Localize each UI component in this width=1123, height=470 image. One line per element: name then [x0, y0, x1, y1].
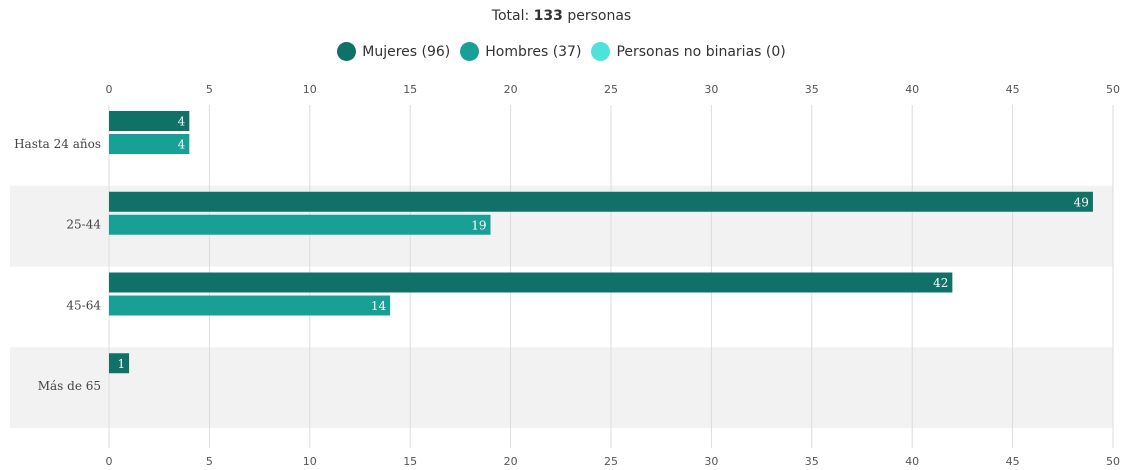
legend-item-mujeres[interactable]: Mujeres (96) — [337, 42, 450, 61]
x-tick-label-bottom: 25 — [604, 455, 618, 468]
x-tick-label-top: 20 — [504, 83, 518, 96]
x-tick-label-top: 10 — [303, 83, 317, 96]
x-tick-label-top: 40 — [905, 83, 919, 96]
x-tick-label-bottom: 45 — [1006, 455, 1020, 468]
x-tick-label-bottom: 15 — [403, 455, 417, 468]
legend-swatch-hombres — [460, 42, 480, 61]
category-label: Más de 65 — [38, 379, 101, 393]
legend-swatch-no-binarias — [591, 42, 611, 61]
total-value: 133 — [533, 8, 563, 24]
chart-legend: Mujeres (96) Hombres (37) Personas no bi… — [0, 42, 1123, 61]
x-tick-label-top: 25 — [604, 83, 618, 96]
x-tick-label-bottom: 0 — [106, 455, 113, 468]
data-label: 49 — [1074, 195, 1089, 209]
data-label: 1 — [117, 357, 125, 371]
total-prefix: Total: — [491, 8, 534, 24]
legend-label-no-binarias: Personas no binarias (0) — [616, 43, 786, 60]
data-label: 19 — [471, 218, 486, 232]
legend-item-no-binarias[interactable]: Personas no binarias (0) — [591, 42, 786, 61]
bar — [109, 134, 190, 154]
x-tick-label-bottom: 35 — [805, 455, 819, 468]
x-tick-label-top: 45 — [1006, 83, 1020, 96]
x-tick-label-top: 0 — [106, 83, 113, 96]
x-tick-label-top: 50 — [1106, 83, 1120, 96]
total-suffix: personas — [562, 8, 632, 24]
category-label: Hasta 24 años — [14, 137, 101, 151]
bar — [109, 191, 1093, 212]
x-tick-label-top: 15 — [403, 83, 417, 96]
legend-item-hombres[interactable]: Hombres (37) — [460, 42, 581, 61]
legend-swatch-mujeres — [337, 42, 357, 61]
bar — [109, 353, 130, 374]
x-tick-label-bottom: 10 — [303, 455, 317, 468]
category-label: 45-64 — [66, 298, 101, 312]
data-label: 4 — [178, 115, 186, 129]
category-label: 25-44 — [66, 218, 101, 232]
x-tick-label-top: 5 — [206, 83, 213, 96]
data-label: 42 — [933, 276, 948, 290]
legend-label-mujeres: Mujeres (96) — [362, 43, 451, 60]
bar — [109, 111, 190, 131]
bar — [109, 214, 491, 235]
x-tick-label-bottom: 30 — [704, 455, 718, 468]
category-band — [10, 347, 1113, 428]
data-label: 14 — [371, 299, 387, 313]
x-tick-label-bottom: 5 — [206, 455, 213, 468]
x-tick-label-top: 30 — [704, 83, 718, 96]
bar — [109, 272, 953, 293]
x-tick-label-bottom: 40 — [905, 455, 919, 468]
legend-label-hombres: Hombres (37) — [485, 43, 582, 60]
chart-total-header: Total: 133 personas — [0, 8, 1123, 24]
bar — [109, 295, 391, 316]
x-tick-label-top: 35 — [805, 83, 819, 96]
x-tick-label-bottom: 20 — [504, 455, 518, 468]
data-label: 4 — [178, 138, 186, 152]
x-tick-label-bottom: 50 — [1106, 455, 1120, 468]
